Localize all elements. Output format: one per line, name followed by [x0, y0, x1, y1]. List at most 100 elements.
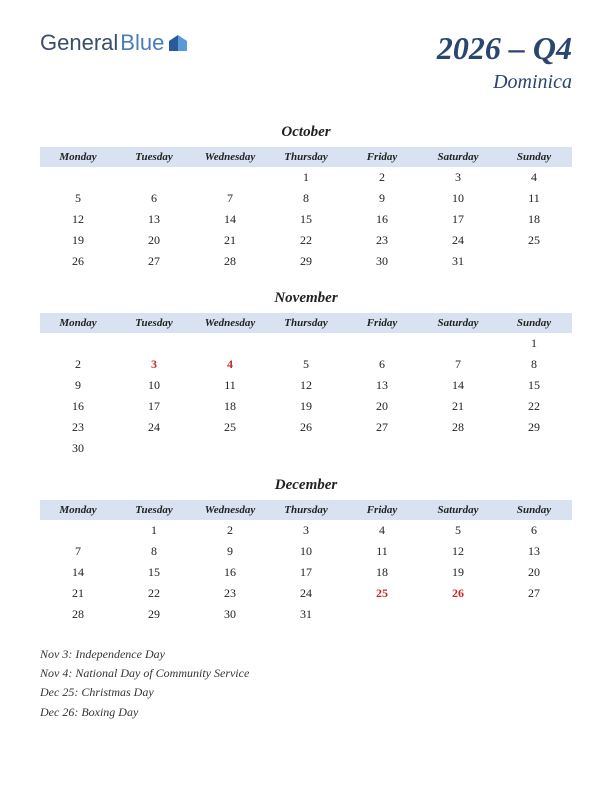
calendar-cell: 2: [344, 167, 420, 188]
title-block: 2026 – Q4 Dominica: [437, 30, 572, 94]
calendar-cell: 27: [116, 251, 192, 272]
title-sub: Dominica: [437, 71, 572, 94]
calendar-cell: 15: [268, 209, 344, 230]
header: General Blue 2026 – Q4 Dominica: [40, 30, 572, 94]
calendar-cell: 18: [192, 396, 268, 417]
calendar-cell: 8: [116, 541, 192, 562]
calendar-cell: [344, 333, 420, 354]
calendar-row: 123456: [40, 520, 572, 541]
calendar-cell: 7: [420, 354, 496, 375]
month-block: OctoberMondayTuesdayWednesdayThursdayFri…: [40, 124, 572, 272]
day-header: Friday: [344, 313, 420, 333]
calendar-cell: [496, 438, 572, 459]
day-header: Saturday: [420, 500, 496, 520]
calendar-cell: 23: [344, 230, 420, 251]
calendar-row: 19202122232425: [40, 230, 572, 251]
calendar-cell: 23: [192, 583, 268, 604]
month-name: December: [40, 477, 572, 494]
day-header: Thursday: [268, 500, 344, 520]
calendar-cell: 2: [40, 354, 116, 375]
calendar-cell: 6: [344, 354, 420, 375]
calendar-cell: [268, 333, 344, 354]
calendar-cell: 1: [496, 333, 572, 354]
month-name: November: [40, 290, 572, 307]
day-header: Sunday: [496, 147, 572, 167]
calendar-cell: 14: [192, 209, 268, 230]
calendar-row: 12131415161718: [40, 209, 572, 230]
calendar-cell: 12: [40, 209, 116, 230]
calendar-cell: [420, 604, 496, 625]
day-header: Friday: [344, 500, 420, 520]
calendar-cell: 16: [344, 209, 420, 230]
calendar-cell: 3: [420, 167, 496, 188]
day-header: Wednesday: [192, 500, 268, 520]
month-block: December MondayTuesdayWednesdayThursdayFr…: [40, 477, 572, 625]
holiday-entry: Nov 3: Independence Day: [40, 645, 572, 664]
calendar-cell: [344, 604, 420, 625]
day-header: Thursday: [268, 313, 344, 333]
calendar-cell: 18: [344, 562, 420, 583]
calendar-cell: [192, 167, 268, 188]
calendar-row: 16171819202122: [40, 396, 572, 417]
calendar-cell: 14: [420, 375, 496, 396]
calendar-cell: [420, 333, 496, 354]
calendar-cell: [116, 167, 192, 188]
day-header: Saturday: [420, 147, 496, 167]
calendar-cell: [496, 251, 572, 272]
calendar-row: 21222324252627: [40, 583, 572, 604]
calendar-cell: 28: [420, 417, 496, 438]
calendar-cell: [40, 333, 116, 354]
calendar-row: 9101112131415: [40, 375, 572, 396]
calendar-cell: [40, 167, 116, 188]
calendar-cell: 13: [116, 209, 192, 230]
calendar-cell: 5: [420, 520, 496, 541]
calendar-row: 262728293031: [40, 251, 572, 272]
day-header: Tuesday: [116, 147, 192, 167]
calendar-cell: 14: [40, 562, 116, 583]
calendar-row: 567891011: [40, 188, 572, 209]
calendar-cell: 1: [268, 167, 344, 188]
calendar-cell: 12: [268, 375, 344, 396]
calendar-cell: 26: [420, 583, 496, 604]
calendar-cell: 20: [116, 230, 192, 251]
calendar-cell: 13: [496, 541, 572, 562]
calendar-cell: 9: [344, 188, 420, 209]
calendar-cell: 25: [496, 230, 572, 251]
calendar-cell: 7: [40, 541, 116, 562]
calendar-cell: 8: [496, 354, 572, 375]
calendar-row: 14151617181920: [40, 562, 572, 583]
calendar-cell: 17: [116, 396, 192, 417]
calendar-cell: 11: [192, 375, 268, 396]
calendar-cell: 1: [116, 520, 192, 541]
calendar-cell: [192, 438, 268, 459]
calendar-cell: 9: [192, 541, 268, 562]
calendar-cell: 20: [496, 562, 572, 583]
calendar-cell: 10: [268, 541, 344, 562]
calendar-row: 1234: [40, 167, 572, 188]
calendar-cell: 9: [40, 375, 116, 396]
calendar-cell: 6: [116, 188, 192, 209]
calendars-container: OctoberMondayTuesdayWednesdayThursdayFri…: [40, 124, 572, 625]
calendar-cell: [420, 438, 496, 459]
logo-text-1: General: [40, 30, 118, 56]
calendar-cell: 25: [344, 583, 420, 604]
calendar-cell: 25: [192, 417, 268, 438]
calendar-cell: 16: [192, 562, 268, 583]
calendar-cell: 21: [420, 396, 496, 417]
calendar-cell: [116, 333, 192, 354]
day-header: Tuesday: [116, 500, 192, 520]
day-header: Friday: [344, 147, 420, 167]
calendar-cell: 21: [40, 583, 116, 604]
calendar-cell: 23: [40, 417, 116, 438]
calendar-cell: 7: [192, 188, 268, 209]
calendar-cell: 24: [116, 417, 192, 438]
calendar-cell: [344, 438, 420, 459]
calendar-row: 2345678: [40, 354, 572, 375]
calendar-cell: 30: [40, 438, 116, 459]
calendar-row: 30: [40, 438, 572, 459]
calendar-table: MondayTuesdayWednesdayThursdayFridaySatu…: [40, 500, 572, 625]
calendar-cell: 29: [116, 604, 192, 625]
calendar-cell: 17: [420, 209, 496, 230]
calendar-cell: [268, 438, 344, 459]
calendar-cell: 15: [116, 562, 192, 583]
